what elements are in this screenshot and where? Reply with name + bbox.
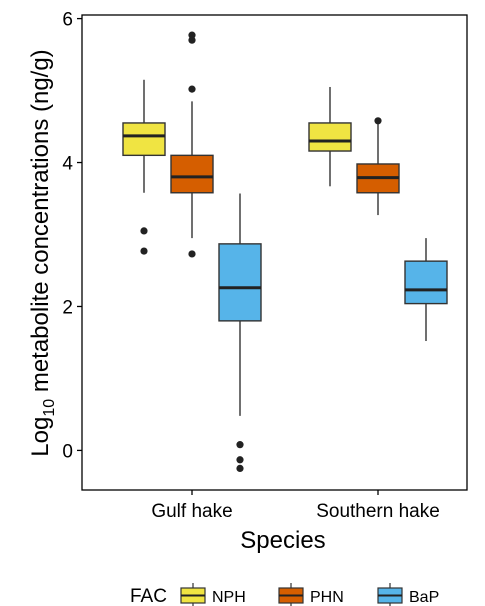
outlier-point	[188, 250, 196, 258]
y-axis-title-subscript: 10	[41, 399, 58, 417]
legend-label: NPH	[212, 589, 246, 606]
outlier-point	[188, 85, 196, 93]
box-phn-gulf-hake	[170, 31, 214, 258]
x-axis-title: Species	[240, 527, 325, 554]
axes: 0 2 4 6 Gulf hake Southern hake	[62, 10, 468, 522]
box-phn-southern-hake	[356, 117, 400, 216]
box-bap-gulf-hake	[218, 193, 262, 473]
legend-label: PHN	[310, 589, 344, 606]
y-axis-title-suffix: metabolite concentrations (ng/g)	[27, 49, 54, 399]
outlier-point	[236, 441, 244, 449]
box-nph-gulf-hake	[122, 79, 166, 255]
outlier-point	[236, 464, 244, 473]
legend-title: FAC	[130, 586, 167, 606]
outlier-point	[188, 31, 196, 39]
y-tick-label: 2	[62, 297, 73, 318]
box-body	[308, 122, 352, 152]
legend-item-bap: BaP	[377, 583, 439, 606]
outlier-point	[188, 36, 196, 44]
outlier-point	[140, 227, 148, 235]
legend-item-phn: PHN	[278, 583, 344, 606]
box-bap-southern-hake	[404, 238, 448, 342]
y-tick-label: 6	[62, 10, 73, 31]
plot-panel-border	[81, 14, 468, 491]
box-nph-southern-hake	[308, 86, 352, 187]
box-body	[404, 260, 448, 305]
y-tick-label: 4	[62, 154, 73, 175]
outlier-point	[236, 456, 244, 464]
box-body	[122, 122, 166, 157]
x-tick-label: Southern hake	[316, 501, 440, 522]
outlier-point	[374, 117, 382, 125]
plot-area	[122, 31, 448, 473]
legend: FAC NPH PHN BaP	[130, 583, 439, 606]
box-body	[170, 154, 214, 194]
legend-item-nph: NPH	[180, 583, 246, 606]
box-body	[218, 243, 262, 322]
y-axis-title: Log10 metabolite concentrations (ng/g)	[27, 49, 58, 456]
outlier-point	[140, 247, 148, 255]
y-tick-label: 0	[62, 441, 73, 462]
legend-label: BaP	[409, 589, 439, 606]
x-tick-label: Gulf hake	[151, 501, 232, 522]
